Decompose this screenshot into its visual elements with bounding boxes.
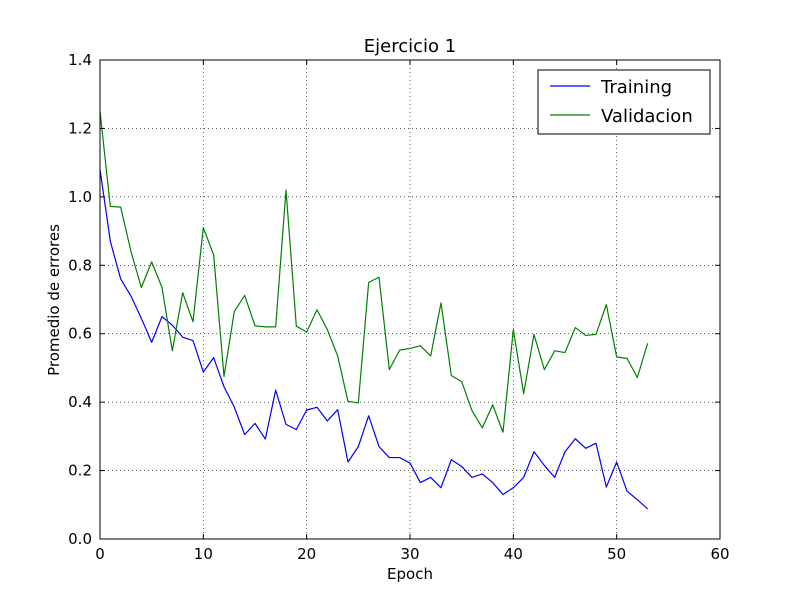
x-tick-label: 30	[400, 545, 419, 563]
y-tick-label: 1.2	[68, 119, 92, 137]
y-axis-label: Promedio de errores	[45, 224, 63, 376]
series-line-validacion	[99, 111, 649, 433]
axis-ticks: 0 10 20 30 40 50 60 0.0 0.2 0.4 0.6 0.8 1.0 1.2 1.4	[68, 51, 729, 563]
x-axis-label: Epoch	[387, 565, 433, 583]
x-tick-label: 20	[297, 545, 316, 563]
x-tick-label: 0	[95, 545, 105, 563]
y-tick-label: 1.4	[68, 51, 92, 69]
y-tick-label: 0.8	[68, 256, 92, 274]
legend: Training Validacion	[537, 69, 711, 135]
x-tick-label: 50	[607, 545, 626, 563]
y-tick-label: 0.0	[68, 530, 92, 548]
y-tick-label: 0.2	[68, 462, 92, 480]
chart-title: Ejercicio 1	[364, 36, 456, 57]
y-tick-label: 0.6	[68, 325, 92, 343]
x-tick-label: 10	[194, 545, 213, 563]
legend-label-validacion: Validacion	[601, 106, 693, 127]
legend-label-training: Training	[600, 77, 672, 98]
x-tick-label: 40	[504, 545, 523, 563]
x-tick-label: 60	[710, 545, 729, 563]
series-layer	[99, 111, 649, 510]
y-tick-label: 1.0	[68, 188, 92, 206]
legend-box	[537, 69, 711, 135]
series-line-training	[99, 169, 649, 510]
y-tick-label: 0.4	[68, 393, 92, 411]
